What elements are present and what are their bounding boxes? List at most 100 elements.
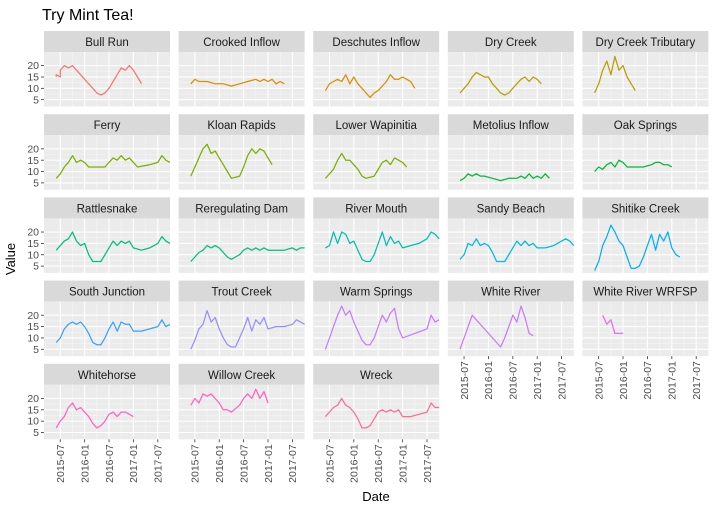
panel-background	[44, 52, 170, 107]
series-line	[594, 224, 681, 271]
y-tick-label: 10	[27, 333, 39, 345]
x-tick-label: 2016-07	[373, 444, 385, 483]
facet-strip-label: Ferry	[94, 120, 121, 132]
panel-background	[582, 218, 709, 273]
x-tick-label: 2016-07	[642, 361, 654, 400]
panel-background	[582, 301, 709, 357]
panel-background	[447, 135, 574, 190]
panel-background	[313, 384, 440, 440]
panel-background	[178, 384, 305, 440]
panel-background	[313, 135, 440, 190]
facet-panel: Reregulating Dam	[178, 197, 305, 273]
facet-strip-label: Kloan Rapids	[207, 120, 276, 132]
series-line	[594, 159, 673, 172]
facet-strip	[313, 363, 440, 385]
facet-strip	[178, 280, 305, 302]
x-tick-label: 2016-01	[349, 444, 361, 483]
series-line	[190, 388, 269, 413]
facet-panel: Lower Wapinitia	[313, 114, 440, 190]
facet-strip	[582, 114, 709, 136]
y-tick-label: 10	[27, 249, 39, 261]
facet-strip	[582, 197, 709, 219]
series-line	[594, 55, 636, 94]
series-line	[55, 64, 143, 96]
series-line	[190, 310, 305, 350]
x-tick-label: 2017-01	[667, 361, 679, 400]
facet-strip	[313, 114, 440, 136]
facet-strip	[447, 114, 574, 136]
facet-strip-label: Rattlesnake	[77, 203, 138, 215]
panel-background	[44, 384, 170, 440]
y-tick-label: 5	[33, 94, 39, 106]
x-tick-label: 2017-01	[532, 361, 544, 400]
panel-background	[178, 52, 305, 107]
facet-panel: Oak Springs	[582, 114, 709, 190]
facet-strip-label: Trout Creek	[211, 287, 272, 299]
x-tick-label: 2016-01	[483, 361, 495, 400]
facet-strip	[582, 280, 709, 302]
facet-panel: Kloan Rapids	[178, 114, 305, 190]
series-line	[190, 244, 305, 262]
panel-background	[447, 52, 574, 107]
facet-strip-label: Crooked Inflow	[203, 37, 280, 49]
facet-strip-label: River Mouth	[345, 203, 407, 215]
series-line	[459, 71, 542, 96]
series-line	[459, 305, 534, 350]
facet-strip-label: Warm Springs	[340, 287, 413, 299]
facet-strip-label: Whitehorse	[78, 370, 136, 382]
facet-strip	[582, 31, 709, 52]
panel-background	[178, 218, 305, 273]
panel-background	[178, 301, 305, 357]
facet-panel: Deschutes Inflow	[313, 31, 440, 107]
x-axis-title: Date	[362, 489, 389, 504]
facet-strip-label: Oak Springs	[614, 120, 678, 132]
facet-strip	[44, 114, 170, 136]
panel-background	[313, 218, 440, 273]
panel-background	[44, 218, 170, 273]
series-line	[324, 74, 416, 99]
facet-panel: White River WRFSP 2015-07 2016-01 2016-07 20…	[582, 280, 709, 400]
facet-strip	[313, 31, 440, 52]
facet-panel: Crooked Inflow	[178, 31, 305, 107]
facet-strip-label: Shitike Creek	[611, 203, 680, 215]
series-line	[55, 154, 171, 179]
facet-strip-label: South Junction	[69, 287, 145, 299]
series-line	[324, 305, 440, 350]
facet-strip-label: Metolius Inflow	[473, 120, 550, 132]
facet-panel: River Mouth	[313, 197, 440, 273]
y-axis-title: Value	[3, 243, 18, 275]
panel-background	[313, 301, 440, 357]
x-tick-label: 2017-07	[422, 444, 434, 483]
y-tick-label: 5	[33, 261, 39, 273]
panel-background	[582, 135, 709, 190]
y-tick-label: 20	[27, 60, 39, 72]
x-tick-label: 2017-07	[153, 444, 165, 483]
y-tick-label: 5	[33, 344, 39, 356]
x-tick-label: 2015-07	[593, 361, 605, 400]
series-line	[324, 397, 440, 429]
y-tick-label: 5	[33, 427, 39, 439]
facet-strip	[313, 280, 440, 302]
series-line	[55, 319, 171, 346]
x-tick-label: 2017-07	[691, 361, 703, 400]
facet-strip	[178, 197, 305, 219]
facet-strip	[44, 197, 170, 219]
facet-panel: Wreck 2015-07 2016-01 2016-07 2017-01 2017-07	[313, 363, 440, 483]
facet-strip	[44, 31, 170, 52]
facet-strip-label: Dry Creek	[485, 37, 537, 49]
facet-strip	[447, 31, 574, 52]
facet-panel: Metolius Inflow	[447, 114, 574, 190]
facet-panel: Shitike Creek	[582, 197, 709, 273]
y-tick-label: 10	[27, 83, 39, 95]
series-line	[324, 152, 408, 179]
x-tick-label: 2016-07	[238, 444, 250, 483]
series-line	[55, 402, 134, 429]
facet-strip-label: Willow Creek	[208, 370, 275, 382]
facet-strip	[44, 280, 170, 302]
panel-background	[447, 301, 574, 357]
x-tick-label: 2016-07	[104, 444, 116, 483]
y-tick-label: 10	[27, 416, 39, 428]
